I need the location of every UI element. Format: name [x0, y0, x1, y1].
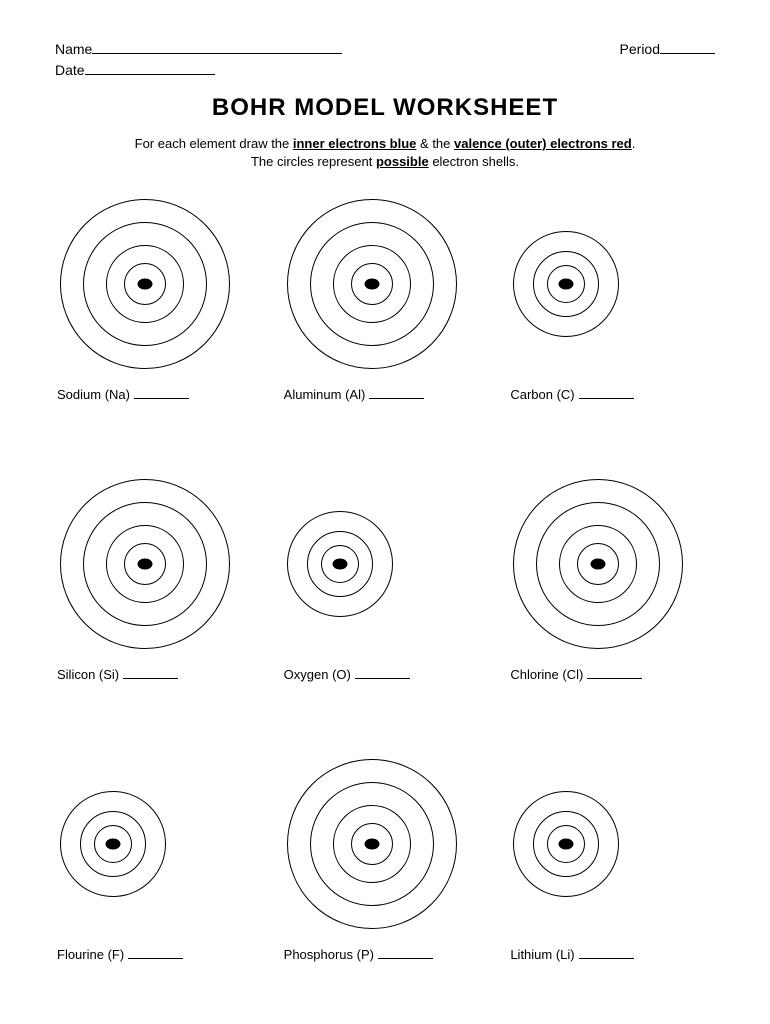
answer-blank[interactable]	[579, 387, 634, 399]
subinstr-prefix: The circles represent	[251, 154, 376, 169]
element-label: Silicon (Si)	[57, 667, 119, 682]
name-field[interactable]: Name	[55, 40, 342, 57]
element-label-row: Silicon (Si)	[55, 667, 178, 682]
nucleus	[332, 559, 347, 570]
instructions: For each element draw the inner electron…	[55, 136, 715, 151]
instr-valence: valence (outer) electrons red	[454, 136, 632, 151]
element-cell: Carbon (C)	[508, 189, 715, 439]
diagram-area	[55, 189, 262, 379]
bohr-diagram	[287, 199, 457, 369]
element-cell: Phosphorus (P)	[282, 749, 489, 999]
answer-blank[interactable]	[123, 667, 178, 679]
instr-middle: & the	[416, 136, 454, 151]
element-cell: Chlorine (Cl)	[508, 469, 715, 719]
diagram-area	[282, 189, 489, 379]
answer-blank[interactable]	[587, 667, 642, 679]
bohr-diagram	[287, 759, 457, 929]
subinstr-suffix: electron shells.	[429, 154, 519, 169]
period-field[interactable]: Period	[620, 40, 715, 57]
nucleus	[138, 559, 153, 570]
instr-inner: inner electrons blue	[293, 136, 417, 151]
element-label-row: Lithium (Li)	[508, 947, 633, 962]
nucleus	[364, 839, 379, 850]
bohr-diagram	[60, 479, 230, 649]
element-label: Phosphorus (P)	[284, 947, 374, 962]
bohr-diagram	[513, 791, 619, 897]
diagram-area	[508, 189, 715, 379]
element-label-row: Carbon (C)	[508, 387, 633, 402]
answer-blank[interactable]	[355, 667, 410, 679]
nucleus	[559, 839, 574, 850]
element-label: Lithium (Li)	[510, 947, 574, 962]
element-label: Chlorine (Cl)	[510, 667, 583, 682]
nucleus	[364, 279, 379, 290]
instr-suffix: .	[632, 136, 636, 151]
subinstr-possible: possible	[376, 154, 429, 169]
element-label-row: Phosphorus (P)	[282, 947, 433, 962]
element-cell: Silicon (Si)	[55, 469, 262, 719]
element-label-row: Oxygen (O)	[282, 667, 410, 682]
name-blank[interactable]	[92, 40, 342, 54]
element-label-row: Chlorine (Cl)	[508, 667, 642, 682]
element-label: Aluminum (Al)	[284, 387, 366, 402]
answer-blank[interactable]	[369, 387, 424, 399]
nucleus	[559, 279, 574, 290]
bohr-diagram	[513, 479, 683, 649]
header-row-1: Name Period	[55, 40, 715, 57]
worksheet-title: BOHR MODEL WORKSHEET	[55, 94, 715, 122]
element-cell: Flourine (F)	[55, 749, 262, 999]
element-cell: Sodium (Na)	[55, 189, 262, 439]
element-label: Oxygen (O)	[284, 667, 351, 682]
diagram-area	[508, 749, 715, 939]
element-label: Carbon (C)	[510, 387, 574, 402]
answer-blank[interactable]	[378, 947, 433, 959]
header-row-2: Date	[55, 61, 715, 78]
period-label: Period	[620, 41, 660, 57]
date-label: Date	[55, 62, 85, 78]
answer-blank[interactable]	[134, 387, 189, 399]
element-grid: Sodium (Na) Aluminum (Al) Carbon (C) Silico…	[55, 189, 715, 999]
element-label-row: Aluminum (Al)	[282, 387, 425, 402]
nucleus	[138, 279, 153, 290]
date-field[interactable]: Date	[55, 61, 215, 78]
element-label-row: Flourine (F)	[55, 947, 183, 962]
element-label-row: Sodium (Na)	[55, 387, 189, 402]
element-cell: Aluminum (Al)	[282, 189, 489, 439]
period-blank[interactable]	[660, 40, 715, 54]
bohr-diagram	[60, 791, 166, 897]
instr-prefix: For each element draw the	[135, 136, 293, 151]
answer-blank[interactable]	[579, 947, 634, 959]
diagram-area	[282, 469, 489, 659]
answer-blank[interactable]	[128, 947, 183, 959]
nucleus	[591, 559, 606, 570]
date-blank[interactable]	[85, 61, 215, 75]
diagram-area	[508, 469, 715, 659]
sub-instructions: The circles represent possible electron …	[55, 154, 715, 169]
diagram-area	[55, 469, 262, 659]
element-cell: Oxygen (O)	[282, 469, 489, 719]
bohr-diagram	[513, 231, 619, 337]
bohr-diagram	[287, 511, 393, 617]
diagram-area	[55, 749, 262, 939]
name-label: Name	[55, 41, 92, 57]
element-label: Sodium (Na)	[57, 387, 130, 402]
diagram-area	[282, 749, 489, 939]
bohr-diagram	[60, 199, 230, 369]
element-label: Flourine (F)	[57, 947, 124, 962]
element-cell: Lithium (Li)	[508, 749, 715, 999]
nucleus	[106, 839, 121, 850]
